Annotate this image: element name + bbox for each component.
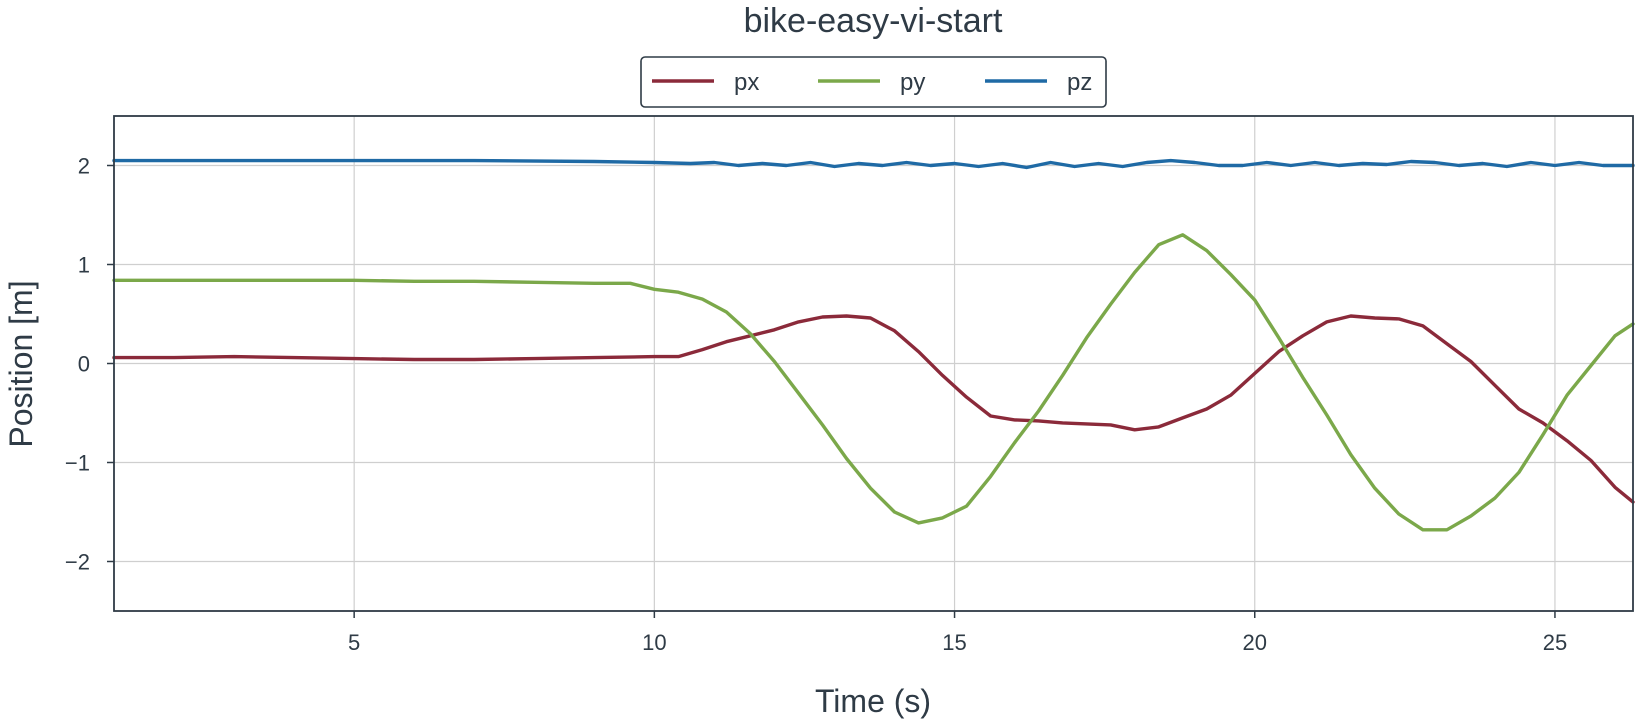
x-axis-label: Time (s): [815, 683, 931, 719]
x-ticks: 5 10 15 20 25: [348, 611, 1567, 655]
grid: [114, 116, 1633, 611]
x-tick-label: 20: [1243, 630, 1267, 655]
series-line-pz: [112, 158, 1635, 170]
chart-title: bike-easy-vi-start: [744, 2, 1003, 40]
y-axis-label: Position [m]: [3, 280, 39, 447]
y-tick-label: 1: [78, 253, 90, 278]
legend-label-px: px: [734, 69, 759, 96]
legend: px py pz: [640, 56, 1107, 108]
series-lines: [112, 158, 1635, 532]
legend-label-pz: pz: [1067, 69, 1092, 96]
x-tick-label: 5: [348, 630, 360, 655]
y-tick-label: 2: [78, 154, 90, 179]
series-line-px: [112, 314, 1635, 504]
y-tick-label: 0: [78, 352, 90, 377]
x-tick-label: 15: [942, 630, 966, 655]
y-tick-label: −2: [65, 550, 90, 575]
x-tick-label: 10: [642, 630, 666, 655]
y-tick-label: −1: [65, 451, 90, 476]
legend-label-py: py: [900, 69, 925, 96]
series-line-py: [112, 233, 1635, 532]
y-ticks: −2 −1 0 1 2: [65, 154, 114, 575]
x-tick-label: 25: [1543, 630, 1567, 655]
